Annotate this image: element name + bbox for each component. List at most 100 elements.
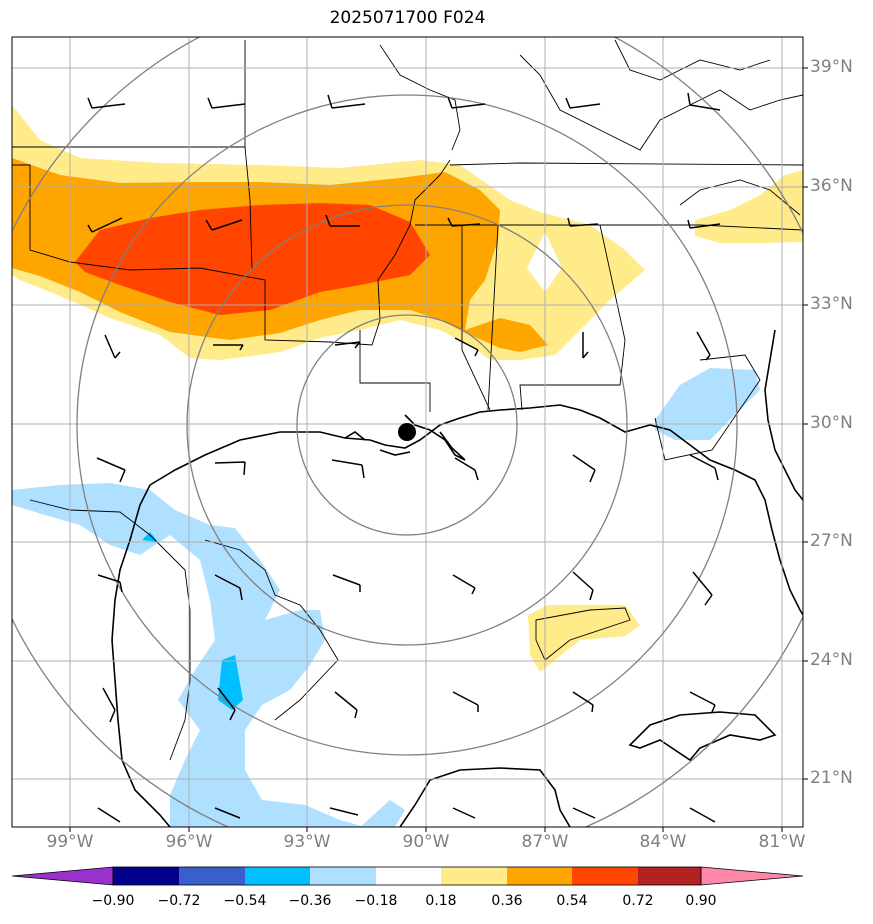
lat-label: 27°N — [810, 531, 853, 551]
range-ring-3 — [76, 94, 738, 756]
colorbar-extend-high — [700, 866, 804, 886]
lat-label: 24°N — [810, 650, 853, 670]
colorbar-segment — [179, 867, 245, 885]
wind-barb — [454, 337, 479, 357]
map-layers — [12, 37, 803, 827]
light-yellow-contour-gulf — [528, 605, 640, 672]
light-yellow-contour-carolina — [695, 170, 803, 243]
wind-barb — [214, 461, 246, 476]
wind-barbs — [87, 92, 721, 823]
colorbar-extend-low — [11, 866, 114, 886]
gulf-coast-west — [111, 484, 171, 827]
wind-barb — [332, 574, 361, 592]
wind-barb — [572, 691, 594, 713]
wind-barb — [687, 92, 721, 111]
florida-east-coast — [764, 329, 803, 501]
lat-label: 30°N — [810, 413, 853, 433]
lon-label: 84°W — [639, 832, 687, 852]
lat-label: 21°N — [810, 768, 853, 788]
wind-barb — [565, 97, 601, 109]
lon-label: 99°W — [46, 832, 94, 852]
cuba-coast — [628, 711, 777, 762]
wind-barb — [567, 217, 599, 227]
light-blue-contour-south — [360, 800, 405, 827]
wind-barb — [692, 571, 713, 606]
wind-barb — [452, 691, 479, 712]
colorbar-segment — [376, 867, 441, 885]
lat-label: 36°N — [810, 176, 853, 196]
wind-barb — [334, 341, 361, 349]
colorbar-segment — [638, 867, 701, 885]
wind-barb — [104, 334, 121, 359]
colorbar — [11, 866, 804, 886]
range-ring-1 — [296, 314, 518, 536]
colorbar-segment — [245, 867, 310, 885]
colorbar-tick-label: −0.36 — [288, 893, 332, 909]
wind-barb — [87, 217, 123, 233]
colorbar-segment — [310, 867, 376, 885]
wind-barb — [582, 332, 589, 359]
lon-label: 87°W — [521, 832, 569, 852]
wind-barb — [572, 454, 596, 483]
wind-barb — [97, 807, 121, 823]
wind-barb — [207, 97, 246, 109]
map-title: 2025071700 F024 — [329, 8, 486, 28]
wind-barb — [102, 687, 116, 723]
wind-barb — [329, 807, 359, 816]
red-orange-contour — [75, 203, 430, 315]
map-frame — [11, 36, 804, 828]
louisiana-delta — [344, 414, 466, 461]
lon-label: 81°W — [758, 832, 806, 852]
wind-barb — [572, 807, 596, 819]
yucatan-coast — [399, 767, 571, 827]
colorbar-tick-label: 0.18 — [425, 893, 457, 909]
wind-barb — [214, 807, 241, 819]
colorbar-tick-label: −0.18 — [354, 893, 398, 909]
colorbar-tick-label: 0.90 — [685, 893, 717, 909]
wind-barb — [205, 219, 243, 231]
wind-barb — [213, 344, 244, 351]
wind-barb — [97, 574, 123, 593]
wind-barb — [687, 219, 721, 229]
colorbar-segment — [572, 867, 638, 885]
wind-barb — [572, 571, 594, 601]
wind-barb — [454, 457, 479, 481]
colorbar-segment — [507, 867, 572, 885]
wind-barb — [325, 214, 360, 227]
wind-barb — [452, 807, 476, 819]
wind-barb — [334, 691, 358, 719]
wind-barb — [87, 97, 126, 109]
colorbar-tick-label: −0.72 — [157, 893, 201, 909]
colorbar-segment — [441, 867, 507, 885]
colorbar-tick-label: 0.54 — [556, 893, 588, 909]
colorbar-tick-label: 0.36 — [491, 893, 523, 909]
colorbar-tick-label: 0.72 — [622, 893, 654, 909]
wind-barb — [689, 454, 719, 481]
wind-barb — [447, 217, 481, 227]
colorbar-tick-label: −0.54 — [223, 893, 267, 909]
wind-barb — [447, 96, 486, 109]
lon-label: 96°W — [165, 832, 213, 852]
positive-anomaly-fill — [12, 105, 803, 672]
wind-barb — [689, 691, 716, 713]
lat-label: 39°N — [810, 57, 853, 77]
lon-label: 90°W — [402, 832, 450, 852]
range-rings — [12, 37, 803, 827]
range-ring-2 — [186, 204, 628, 646]
axis-ticks — [69, 67, 808, 832]
wind-barb — [327, 94, 366, 109]
colorbar-segment — [113, 867, 179, 885]
wind-barb — [217, 687, 236, 721]
lon-label: 93°W — [283, 832, 331, 852]
light-blue-contour-florida — [655, 368, 760, 440]
storm-center-marker — [398, 423, 416, 441]
colorbar-tick-label: −0.90 — [91, 893, 135, 909]
graticule — [12, 37, 803, 827]
wind-barb — [452, 574, 476, 595]
wind-barb — [214, 574, 243, 601]
wind-barb — [96, 457, 126, 483]
wind-barb — [689, 807, 716, 823]
wind-barb — [331, 459, 365, 479]
wind-barb — [696, 331, 711, 361]
